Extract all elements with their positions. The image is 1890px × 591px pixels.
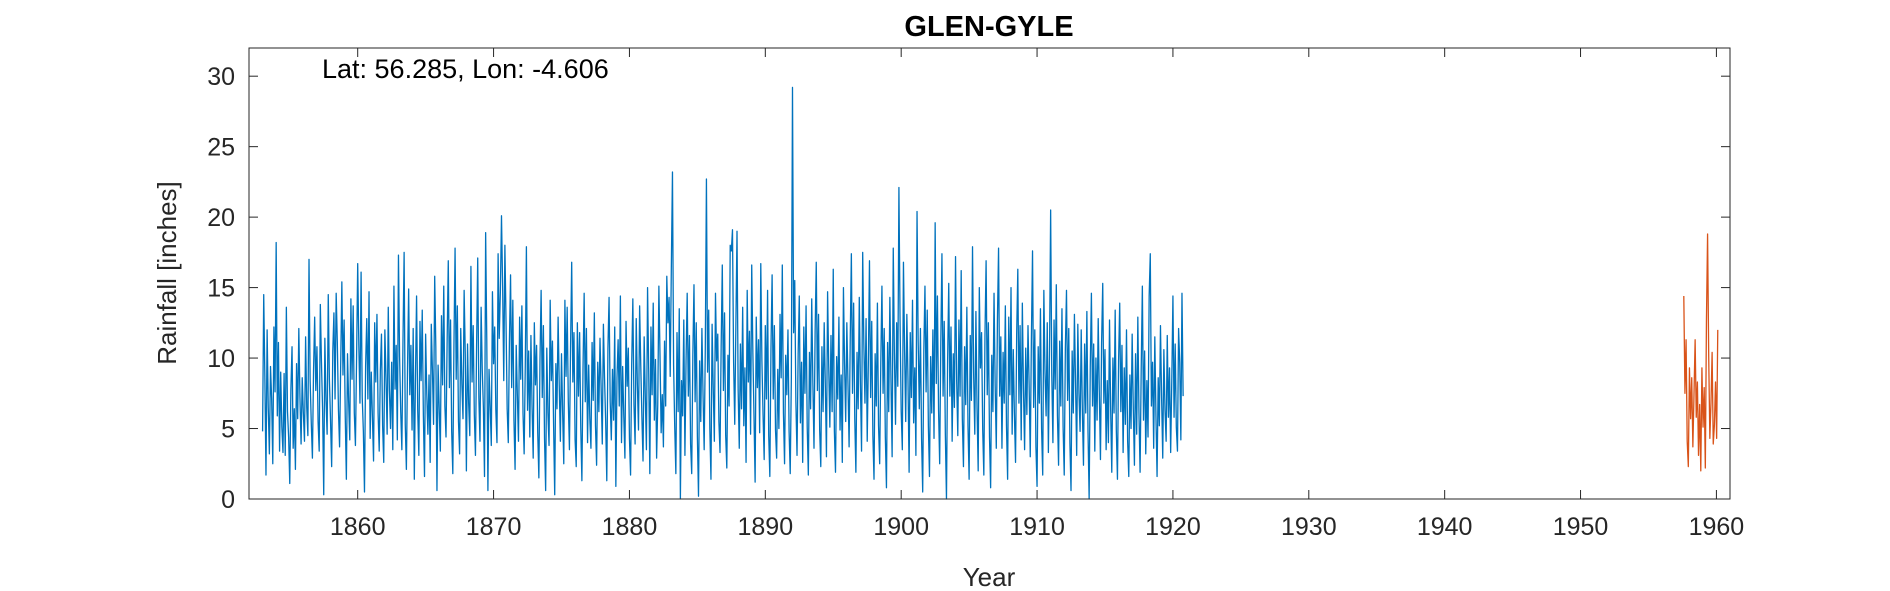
y-tick-label: 0 <box>221 486 235 514</box>
y-axis-label: Rainfall [inches] <box>152 181 182 365</box>
y-tick-label: 25 <box>207 134 235 162</box>
y-tick-label: 15 <box>207 275 235 303</box>
location-annotation: Lat: 56.285, Lon: -4.606 <box>322 54 609 84</box>
x-tick-label: 1960 <box>1689 513 1745 541</box>
plot-frame <box>248 47 1731 500</box>
y-tick-label: 30 <box>207 63 235 91</box>
x-axis-ticks: 1860 1870 1880 1890 1900 1910 1920 1930 1940 1950… <box>330 48 1744 541</box>
series-line-blue <box>261 86 1184 500</box>
chart-title: GLEN-GYLE <box>904 11 1073 43</box>
x-tick-label: 1880 <box>602 513 658 541</box>
x-tick-label: 1930 <box>1281 513 1337 541</box>
x-tick-label: 1940 <box>1417 513 1473 541</box>
x-tick-label: 1910 <box>1009 513 1065 541</box>
x-tick-label: 1860 <box>330 513 386 541</box>
x-tick-label: 1900 <box>873 513 929 541</box>
x-tick-label: 1890 <box>737 513 793 541</box>
y-tick-label: 10 <box>207 345 235 373</box>
x-tick-label: 1920 <box>1145 513 1201 541</box>
x-axis-label: Year <box>963 562 1016 591</box>
y-axis-ticks: 0 5 10 15 20 25 30 <box>207 63 1730 514</box>
y-tick-label: 20 <box>207 204 235 232</box>
y-tick-label: 5 <box>221 416 235 444</box>
x-tick-label: 1950 <box>1553 513 1609 541</box>
x-tick-label: 1870 <box>466 513 522 541</box>
series-line-orange <box>1683 233 1719 472</box>
